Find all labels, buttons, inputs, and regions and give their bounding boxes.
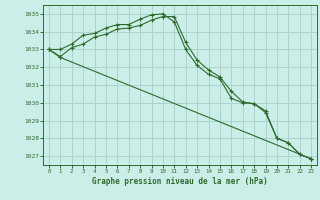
X-axis label: Graphe pression niveau de la mer (hPa): Graphe pression niveau de la mer (hPa) [92, 177, 268, 186]
